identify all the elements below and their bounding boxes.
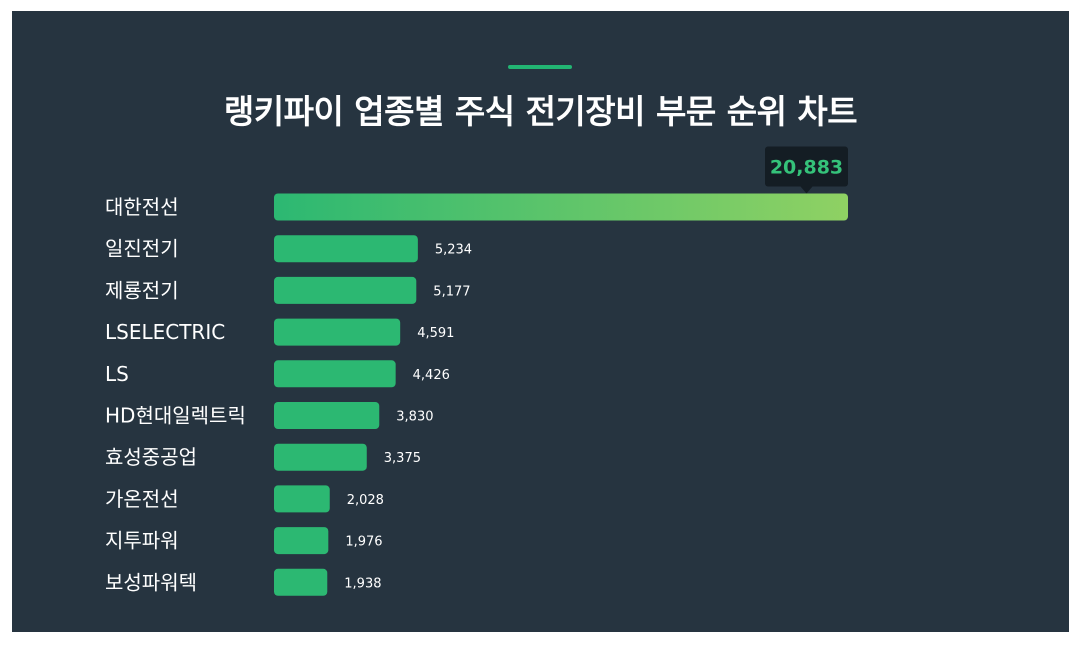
value-label: 5,234 bbox=[435, 243, 472, 258]
bar bbox=[274, 276, 417, 304]
category-label: 대한전선 bbox=[105, 195, 179, 219]
chart-title: 랭키파이 업종별 주식 전기장비 부문 순위 차트 bbox=[223, 92, 858, 131]
category-label: 효성중공업 bbox=[105, 445, 197, 469]
bar bbox=[274, 360, 396, 388]
bar bbox=[274, 193, 848, 221]
value-label: 3,830 bbox=[396, 410, 433, 425]
bar bbox=[274, 485, 330, 513]
category-label: HD현대일렉트릭 bbox=[105, 404, 246, 428]
category-label: 지투파워 bbox=[105, 529, 179, 553]
title-accent-line bbox=[508, 65, 572, 69]
chart-panel: 랭키파이 업종별 주식 전기장비 부문 순위 차트 대한전선 20,883 일진전기… bbox=[12, 11, 1069, 632]
bar bbox=[274, 235, 418, 263]
value-label: 2,028 bbox=[347, 493, 384, 508]
bar-chart: 대한전선 20,883 일진전기 5,234 제룡전기 5,177 LSELECTRIC 4,… bbox=[105, 146, 848, 596]
bar bbox=[274, 402, 380, 429]
value-label: 3,375 bbox=[384, 451, 421, 466]
value-label: 1,976 bbox=[345, 535, 382, 550]
value-label: 4,591 bbox=[417, 326, 454, 341]
callout-box bbox=[765, 146, 848, 187]
value-label: 1,938 bbox=[344, 576, 381, 591]
category-label: LSELECTRIC bbox=[105, 320, 225, 344]
bar bbox=[274, 527, 329, 555]
category-label: 보성파워텍 bbox=[105, 570, 197, 594]
category-label: LS bbox=[105, 362, 129, 386]
bars-layer: 대한전선 20,883 일진전기 5,234 제룡전기 5,177 LSELECTRIC 4,… bbox=[105, 146, 848, 596]
value-label: 5,177 bbox=[433, 284, 470, 299]
value-callout: 20,883 bbox=[765, 146, 848, 194]
category-label: 제룡전기 bbox=[105, 278, 179, 302]
category-label: 가온전선 bbox=[105, 487, 179, 511]
value-label: 4,426 bbox=[413, 368, 450, 383]
bar bbox=[274, 443, 367, 471]
category-label: 일진전기 bbox=[105, 237, 179, 261]
bar bbox=[274, 318, 401, 346]
callout-pointer bbox=[800, 186, 813, 194]
value-label: 20,883 bbox=[770, 157, 843, 179]
bar bbox=[274, 568, 328, 596]
